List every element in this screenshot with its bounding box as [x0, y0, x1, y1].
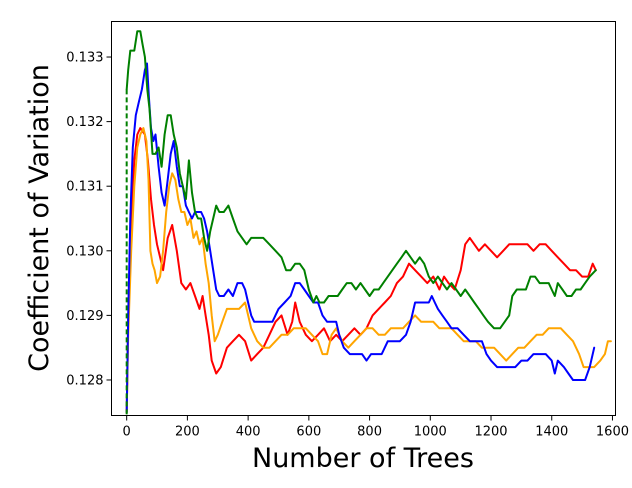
y-tick-label: 0.132 — [66, 115, 103, 130]
x-tick-label: 1400 — [535, 425, 568, 440]
x-tick-label: 1600 — [596, 425, 629, 440]
series-line-4 — [125, 30, 597, 330]
y-tick-label: 0.133 — [66, 51, 103, 66]
x-tick-label: 200 — [175, 425, 200, 440]
y-tick-label: 0.129 — [66, 309, 103, 324]
x-tick-label: 600 — [296, 425, 321, 440]
plot-frame — [111, 21, 616, 416]
x-tick-label: 400 — [236, 425, 261, 440]
x-tick-label: 1000 — [414, 425, 447, 440]
y-tick-label: 0.130 — [66, 244, 103, 259]
series-line-1 — [125, 127, 597, 414]
x-axis-label: Number of Trees — [252, 443, 474, 474]
x-tick-label: 0 — [123, 425, 131, 440]
y-axis-label: Coefficient of Variation — [24, 64, 55, 372]
y-tick-label: 0.131 — [66, 180, 103, 195]
series-line-2 — [125, 127, 612, 414]
tick-layer: 0 200 400 600 800 1000 1200 1400 1600 0.128 0.129 0… — [66, 51, 629, 440]
x-tick-label: 1200 — [474, 425, 507, 440]
y-tick-label: 0.128 — [66, 373, 103, 388]
series-line-3 — [125, 62, 596, 414]
series-layer — [125, 30, 612, 416]
x-tick-label: 800 — [357, 425, 382, 440]
